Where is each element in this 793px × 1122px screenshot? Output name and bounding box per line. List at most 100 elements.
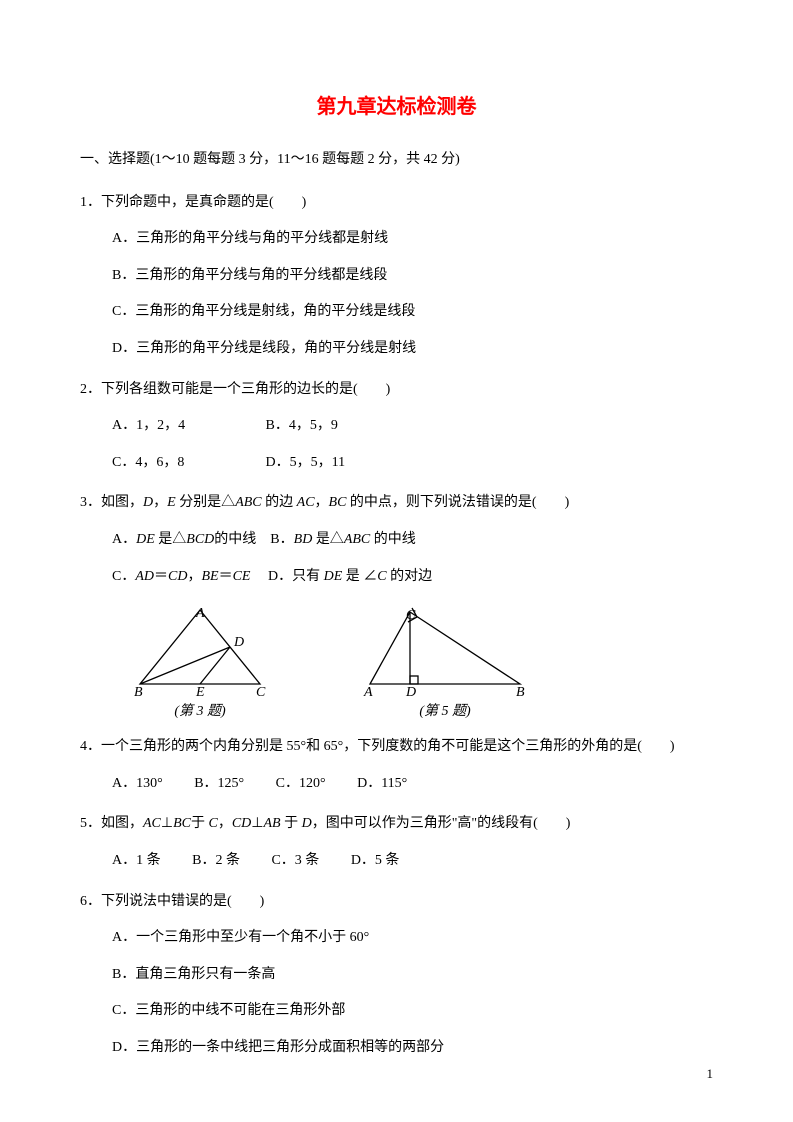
q4-stem: 4．一个三角形的两个内角分别是 55°和 65°，下列度数的角不可能是这个三角形…	[108, 734, 713, 761]
figures-row: A B C D E (第 3 题) A B	[130, 604, 713, 720]
q3c-comma: ，	[187, 569, 201, 584]
q3-sep1: ，	[153, 495, 167, 510]
fig3-label-C: C	[256, 685, 266, 696]
q2-option-a: A．1，2，4	[112, 413, 262, 440]
q1-option-d: D．三角形的角平分线是线段，角的平分线是射线	[112, 336, 713, 363]
q3d-c: C	[377, 569, 386, 584]
q3-stem-pre: 3．如图，	[80, 495, 143, 510]
q2-option-d: D．5，5，11	[266, 450, 416, 477]
q5-comma1: ，	[218, 816, 232, 831]
q4-option-b: B．125°	[194, 771, 244, 798]
q3c-be: BE	[201, 569, 218, 584]
q3c-pre: C．	[112, 569, 135, 584]
q3a-mid: 是△	[155, 532, 187, 547]
q2-option-b: B．4，5，9	[266, 413, 416, 440]
q5-at2: 于	[281, 816, 302, 831]
q3b-abc: ABC	[344, 532, 370, 547]
q5-Cpt: C	[208, 816, 217, 831]
q4-options: A．130° B．125° C．120° D．115°	[112, 771, 713, 798]
fig5-label-A: A	[363, 685, 373, 696]
q3-sep2: 分别是△	[176, 495, 236, 510]
page-number: 1	[707, 1066, 714, 1082]
fig3-label-B: B	[134, 685, 143, 696]
q3b-post: 的中线	[370, 532, 416, 547]
q3-option-d: D．只有 DE 是 ∠C 的对边	[268, 569, 432, 584]
q3a-pre: A．	[112, 532, 136, 547]
q2-stem: 2．下列各组数可能是一个三角形的边长的是( )	[80, 377, 713, 404]
page-container: 第九章达标检测卷 一、选择题(1～10 题每题 3 分，11～16 题每题 2 …	[0, 0, 793, 1122]
question-3: 3．如图，D，E 分别是△ABC 的边 AC，BC 的中点，则下列说法错误的是(…	[80, 490, 713, 590]
q6-option-c: C．三角形的中线不可能在三角形外部	[112, 998, 713, 1025]
q3-E: E	[167, 495, 176, 510]
q2-options-row2: C．4，6，8 D．5，5，11	[112, 450, 713, 477]
q3-sep3: 的边	[262, 495, 297, 510]
q3c-eq1: ＝	[154, 569, 168, 584]
q3-options-row2: C．AD＝CD，BE＝CE D．只有 DE 是 ∠C 的对边	[112, 564, 713, 591]
q5-option-d: D．5 条	[351, 848, 400, 875]
q6-stem: 6．下列说法中错误的是( )	[80, 889, 713, 916]
triangle-q3-svg: A B C D E	[130, 604, 270, 696]
page-title: 第九章达标检测卷	[80, 90, 713, 119]
q4-option-d: D．115°	[357, 771, 407, 798]
q6-option-b: B．直角三角形只有一条高	[112, 962, 713, 989]
q3-option-a: A．DE 是△BCD的中线	[112, 532, 256, 547]
figure-q3: A B C D E (第 3 题)	[130, 604, 270, 720]
q5-options: A．1 条 B．2 条 C．3 条 D．5 条	[112, 848, 713, 875]
question-4: 4．一个三角形的两个内角分别是 55°和 65°，下列度数的角不可能是这个三角形…	[80, 734, 713, 797]
q3b-bd: BD	[294, 532, 313, 547]
q5-option-c: C．3 条	[271, 848, 319, 875]
question-6: 6．下列说法中错误的是( ) A．一个三角形中至少有一个角不小于 60° B．直…	[80, 889, 713, 1062]
q5-CD: CD	[232, 816, 251, 831]
q1-option-b: B．三角形的角平分线与角的平分线都是线段	[112, 263, 713, 290]
q3-option-b: B．BD 是△ABC 的中线	[270, 532, 415, 547]
q3-options-row1: A．DE 是△BCD的中线 B．BD 是△ABC 的中线	[112, 527, 713, 554]
q5-AB: AB	[263, 816, 280, 831]
q5-post: ，图中可以作为三角形"高"的线段有( )	[312, 816, 571, 831]
q3b-pre: B．	[270, 532, 293, 547]
q5-Dpt: D	[302, 816, 312, 831]
fig3-label-D: D	[233, 635, 244, 650]
q3a-post: 的中线	[214, 532, 256, 547]
q5-option-b: B．2 条	[192, 848, 240, 875]
q3-option-c: C．AD＝CD，BE＝CE	[112, 569, 250, 584]
fig5-caption: (第 5 题)	[360, 700, 530, 720]
q3a-bcd: BCD	[186, 532, 214, 547]
q5-perp2: ⊥	[251, 816, 263, 831]
q5-pre: 5．如图，	[80, 816, 143, 831]
fig3-caption: (第 3 题)	[130, 700, 270, 720]
q1-option-a: A．三角形的角平分线与角的平分线都是射线	[112, 226, 713, 253]
q3-sep4: ，	[315, 495, 329, 510]
q5-BC: BC	[173, 816, 191, 831]
q6-option-d: D．三角形的一条中线把三角形分成面积相等的两部分	[112, 1035, 713, 1062]
q2-option-c: C．4，6，8	[112, 450, 262, 477]
q6-option-a: A．一个三角形中至少有一个角不小于 60°	[112, 925, 713, 952]
triangle-q5-svg: A B C D	[360, 604, 530, 696]
figure-q5: A B C D (第 5 题)	[360, 604, 530, 720]
q3c-ce: CE	[233, 569, 251, 584]
q3-D: D	[143, 495, 153, 510]
q3b-mid: 是△	[312, 532, 344, 547]
q3d-pre: D．只有	[268, 569, 324, 584]
q3c-cd: CD	[168, 569, 187, 584]
question-5: 5．如图，AC⊥BC于 C，CD⊥AB 于 D，图中可以作为三角形"高"的线段有…	[80, 811, 713, 874]
q5-perp1: ⊥	[161, 816, 173, 831]
q3-ABC: ABC	[235, 495, 261, 510]
q3d-post: 的对边	[387, 569, 433, 584]
q3-stem-post: 的中点，则下列说法错误的是( )	[346, 495, 569, 510]
q4-option-a: A．130°	[112, 771, 163, 798]
q3-BC: BC	[329, 495, 347, 510]
question-2: 2．下列各组数可能是一个三角形的边长的是( ) A．1，2，4 B．4，5，9 …	[80, 377, 713, 477]
q3d-mid: 是 ∠	[342, 569, 377, 584]
q3c-ad: AD	[135, 569, 154, 584]
q3a-de: DE	[136, 532, 155, 547]
q5-AC: AC	[143, 816, 161, 831]
q5-at1: 于	[191, 816, 209, 831]
q4-option-c: C．120°	[276, 771, 326, 798]
fig3-label-E: E	[195, 685, 205, 696]
section-1-header: 一、选择题(1～10 题每题 3 分，11～16 题每题 2 分，共 42 分)	[80, 147, 713, 174]
q2-options-row1: A．1，2，4 B．4，5，9	[112, 413, 713, 440]
q5-option-a: A．1 条	[112, 848, 161, 875]
q1-option-c: C．三角形的角平分线是射线，角的平分线是线段	[112, 299, 713, 326]
q3d-de: DE	[324, 569, 343, 584]
q3c-eq2: ＝	[219, 569, 233, 584]
